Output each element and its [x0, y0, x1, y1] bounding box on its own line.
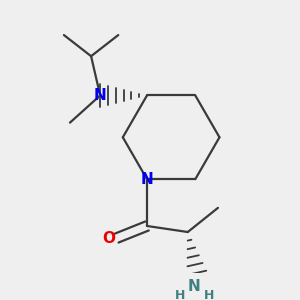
Text: H: H [204, 289, 214, 300]
Text: O: O [103, 231, 116, 246]
Text: N: N [94, 88, 106, 103]
Text: N: N [141, 172, 153, 187]
Text: N: N [188, 279, 200, 294]
Text: H: H [175, 289, 185, 300]
